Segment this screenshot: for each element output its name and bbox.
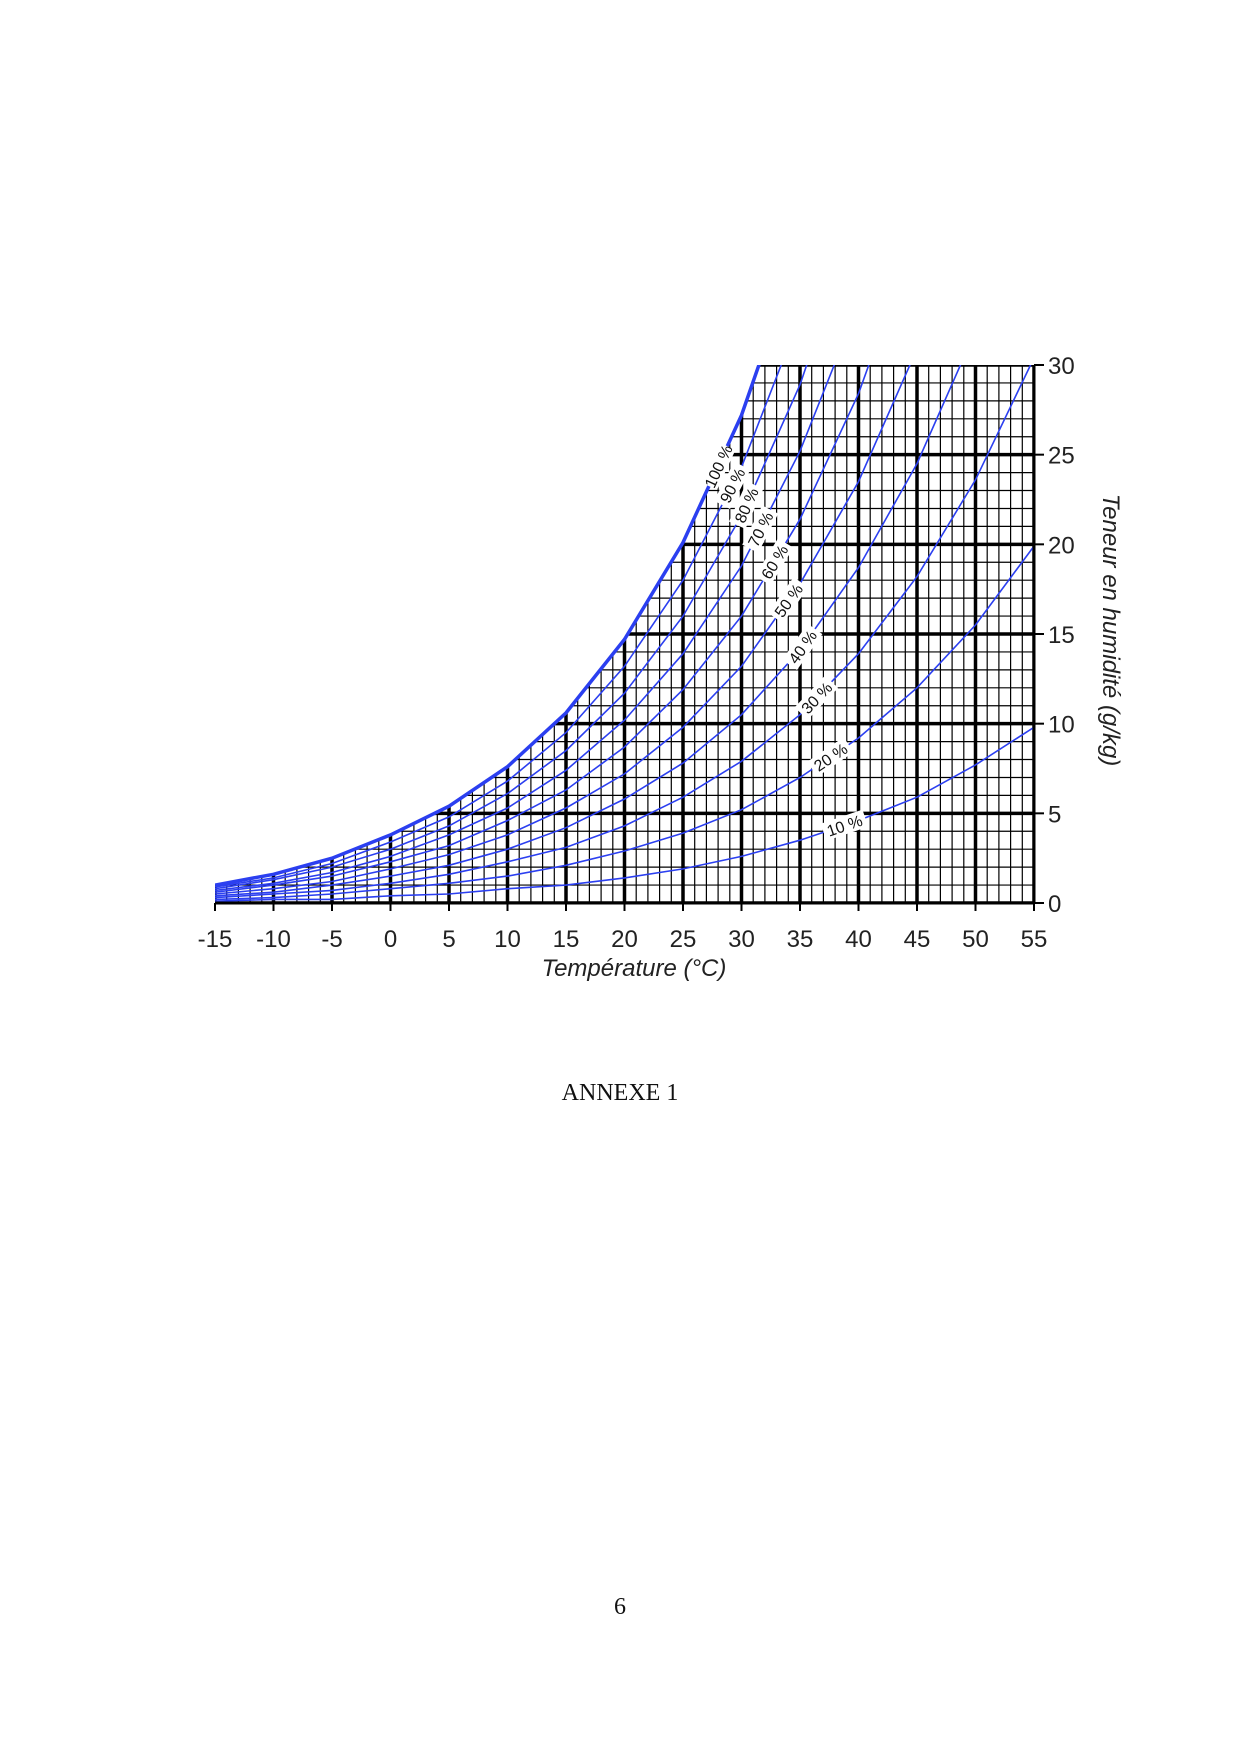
x-tick-label: 0 bbox=[384, 926, 397, 953]
y-tick-label: 15 bbox=[1048, 622, 1075, 649]
curve-label-bg bbox=[794, 675, 839, 720]
rh-curve bbox=[215, 365, 808, 890]
rh-curve bbox=[215, 365, 870, 893]
curve-label-bg bbox=[782, 623, 823, 670]
x-tick-label: 5 bbox=[442, 926, 455, 953]
y-tick-label: 5 bbox=[1048, 801, 1061, 828]
rh-curve bbox=[215, 365, 783, 888]
x-tick-label: -10 bbox=[256, 926, 291, 953]
y-tick-label: 20 bbox=[1048, 532, 1075, 559]
x-tick-label: 20 bbox=[611, 926, 638, 953]
curve-label-bg bbox=[742, 505, 779, 553]
curve-label-bg bbox=[807, 737, 854, 777]
rh-curve bbox=[215, 545, 1034, 901]
curve-label-bg bbox=[714, 461, 751, 509]
x-tick-label: 55 bbox=[1021, 926, 1048, 953]
plot-area bbox=[215, 365, 1034, 903]
x-tick-label: 40 bbox=[845, 926, 872, 953]
curve-label-bg bbox=[755, 538, 794, 586]
x-tick-label: 30 bbox=[728, 926, 755, 953]
x-tick-label: 25 bbox=[670, 926, 697, 953]
x-tick-label: -5 bbox=[321, 926, 342, 953]
rh-curve bbox=[215, 365, 761, 887]
x-tick-label: -15 bbox=[198, 926, 233, 953]
curve-label-bg bbox=[700, 442, 736, 490]
rh-curve bbox=[215, 365, 836, 892]
y-tick-label: 30 bbox=[1048, 353, 1075, 380]
x-tick-label: 45 bbox=[904, 926, 931, 953]
x-tick-label: 15 bbox=[553, 926, 580, 953]
y-tick-label: 25 bbox=[1048, 443, 1075, 470]
x-tick-label: 50 bbox=[962, 926, 989, 953]
grid-area bbox=[215, 365, 1034, 903]
x-tick-label: 10 bbox=[494, 926, 521, 953]
y-tick-label: 0 bbox=[1048, 891, 1061, 918]
x-tick-label: 35 bbox=[787, 926, 814, 953]
rh-curve bbox=[215, 365, 962, 897]
rh-curve bbox=[215, 726, 1034, 902]
rh-curve bbox=[215, 365, 1032, 899]
curve-label: 50 % bbox=[768, 577, 809, 624]
x-axis-title: Température (°C) bbox=[542, 955, 727, 982]
caption: ANNEXE 1 bbox=[562, 1080, 679, 1106]
page-number: 6 bbox=[614, 1594, 626, 1620]
y-axis-title: Teneur en humidité (g/kg) bbox=[1097, 494, 1124, 767]
curve-label-bg bbox=[728, 481, 764, 529]
curve-label-bg bbox=[768, 577, 809, 624]
curve-label-bg bbox=[820, 809, 869, 841]
overlay: -15 -10 -5 0 5 10 15 20 25 30 35 40 45 50 550510152025… bbox=[198, 353, 1075, 953]
y-tick-label: 10 bbox=[1048, 712, 1075, 739]
